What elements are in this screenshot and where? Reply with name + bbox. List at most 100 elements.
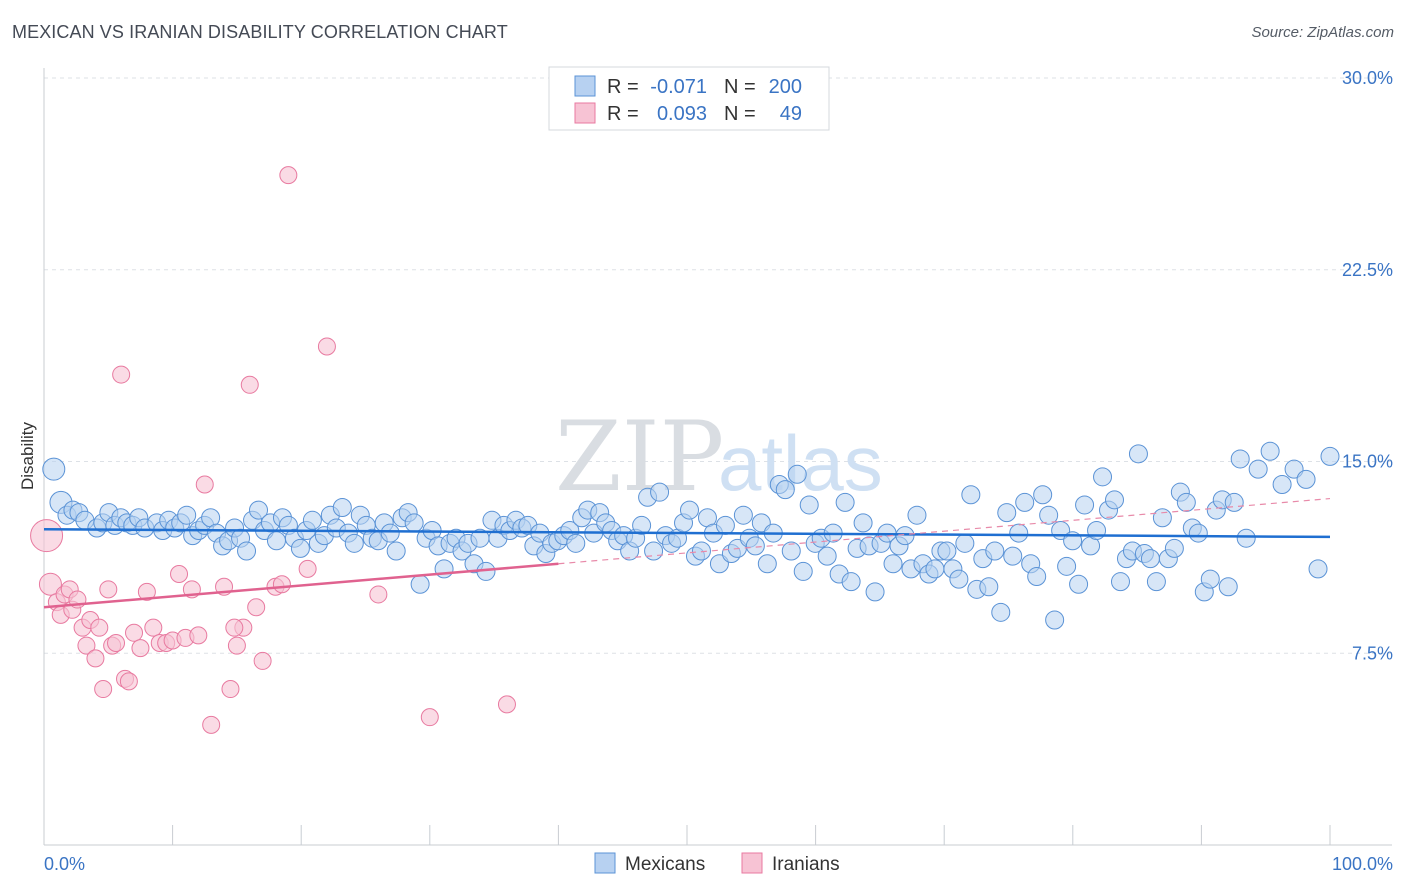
mexicans-point bbox=[237, 541, 257, 561]
mexicans-point bbox=[925, 559, 945, 579]
legend-swatch-mexicans bbox=[574, 75, 596, 97]
mexicans-point bbox=[1152, 508, 1172, 528]
x-tick-label-min: 0.0% bbox=[44, 854, 85, 874]
iranians-point bbox=[240, 375, 259, 394]
mexicans-point bbox=[979, 577, 999, 597]
iranians-point bbox=[195, 475, 214, 494]
mexicans-point bbox=[1200, 569, 1220, 589]
mexicans-point bbox=[775, 480, 795, 500]
iranians-point bbox=[247, 598, 266, 617]
legend-n-value: 49 bbox=[780, 103, 802, 125]
mexicans-point bbox=[997, 503, 1017, 523]
iranians-point bbox=[369, 585, 388, 604]
iranians-point bbox=[90, 618, 109, 637]
mexicans-point bbox=[1236, 528, 1256, 548]
bottom-legend-label-iranians: Iranians bbox=[772, 854, 840, 875]
chart-title: MEXICAN VS IRANIAN DISABILITY CORRELATIO… bbox=[12, 22, 508, 42]
series-mexicans bbox=[42, 441, 1340, 630]
mexicans-point bbox=[985, 541, 1005, 561]
watermark-atlas: atlas bbox=[718, 419, 883, 507]
iranians-point bbox=[137, 582, 156, 601]
mexicans-point bbox=[1146, 572, 1166, 592]
mexicans-point bbox=[1308, 559, 1328, 579]
x-tick-label-max: 100.0% bbox=[1332, 854, 1393, 874]
series-legend: Mexicans Iranians bbox=[594, 852, 840, 875]
mexicans-point bbox=[249, 500, 269, 520]
mexicans-point bbox=[566, 533, 586, 553]
mexicans-point bbox=[266, 531, 286, 551]
legend-r-value: -0.071 bbox=[650, 76, 707, 98]
bottom-legend-label-mexicans: Mexicans bbox=[625, 854, 705, 875]
legend-swatch-iranians bbox=[574, 102, 596, 124]
mexicans-point bbox=[817, 546, 837, 566]
mexicans-point bbox=[1093, 467, 1113, 487]
mexicans-point bbox=[380, 523, 400, 543]
mexicans-point bbox=[1128, 444, 1148, 464]
iranians-trend-extension bbox=[558, 497, 1331, 565]
mexicans-point bbox=[290, 538, 310, 558]
mexicans-point bbox=[949, 569, 969, 589]
mexicans-point bbox=[1009, 523, 1029, 543]
mexicans-point bbox=[1272, 475, 1292, 495]
y-tick-label: 15.0% bbox=[1342, 452, 1393, 472]
iranians-point bbox=[170, 564, 189, 583]
correlation-legend: R = -0.071 N = 200 R = 0.093 N = 49 bbox=[548, 66, 830, 131]
iranians-point bbox=[99, 580, 118, 599]
mexicans-point bbox=[1164, 538, 1184, 558]
mexicans-point bbox=[1218, 577, 1238, 597]
iranians-point bbox=[144, 618, 163, 637]
mexicans-point bbox=[733, 505, 753, 525]
iranians-point bbox=[119, 672, 138, 691]
mexicans-point bbox=[1075, 495, 1095, 515]
mexicans-point bbox=[1140, 549, 1160, 569]
iranians-point bbox=[298, 559, 317, 578]
iranians-point bbox=[497, 695, 516, 714]
grid-lines bbox=[44, 77, 1392, 654]
mexicans-point bbox=[1033, 485, 1053, 505]
iranians-point bbox=[279, 166, 298, 185]
mexicans-point bbox=[42, 457, 66, 481]
mexicans-point bbox=[1039, 505, 1059, 525]
iranians-point bbox=[77, 636, 96, 655]
mexicans-point bbox=[332, 498, 352, 518]
mexicans-point bbox=[1003, 546, 1023, 566]
y-tick-labels: 7.5% 15.0% 22.5% 30.0% bbox=[1342, 68, 1393, 663]
mexicans-point bbox=[745, 536, 765, 556]
mexicans-point bbox=[1248, 459, 1268, 479]
iranians-point bbox=[225, 618, 244, 637]
mexicans-trend-line bbox=[43, 528, 1331, 539]
iranians-point bbox=[317, 337, 336, 356]
legend-n-label: N = bbox=[724, 103, 756, 125]
mexicans-point bbox=[1176, 492, 1196, 512]
x-tick-labels: 0.0% 100.0% bbox=[44, 854, 1393, 874]
mexicans-point bbox=[883, 554, 903, 574]
mexicans-point bbox=[691, 541, 711, 561]
iranians-point bbox=[202, 715, 221, 734]
iranians-point bbox=[86, 649, 105, 668]
iranians-point bbox=[125, 623, 144, 642]
legend-r-label: R = bbox=[607, 103, 639, 125]
mexicans-point bbox=[835, 492, 855, 512]
mexicans-point bbox=[404, 513, 424, 533]
iranians-point bbox=[107, 634, 126, 653]
mexicans-point bbox=[961, 485, 981, 505]
iranians-point bbox=[30, 519, 64, 553]
trend-lines bbox=[43, 497, 1331, 609]
iranians-point bbox=[272, 575, 291, 594]
mexicans-point bbox=[787, 464, 807, 484]
legend-r-value: 0.093 bbox=[657, 103, 707, 125]
mexicans-point bbox=[1069, 574, 1089, 594]
mexicans-point bbox=[680, 500, 699, 520]
series-iranians bbox=[30, 166, 516, 734]
iranians-trend-line bbox=[43, 562, 559, 609]
mexicans-point bbox=[757, 554, 777, 574]
mexicans-point bbox=[344, 533, 364, 553]
y-axis-label: Disability bbox=[18, 421, 37, 490]
source-label: Source: ZipAtlas.com bbox=[1251, 24, 1394, 41]
mexicans-point bbox=[841, 572, 861, 592]
mexicans-point bbox=[853, 513, 873, 533]
mexicans-point bbox=[799, 495, 819, 515]
mexicans-point bbox=[1110, 572, 1130, 592]
mexicans-point bbox=[991, 602, 1011, 622]
